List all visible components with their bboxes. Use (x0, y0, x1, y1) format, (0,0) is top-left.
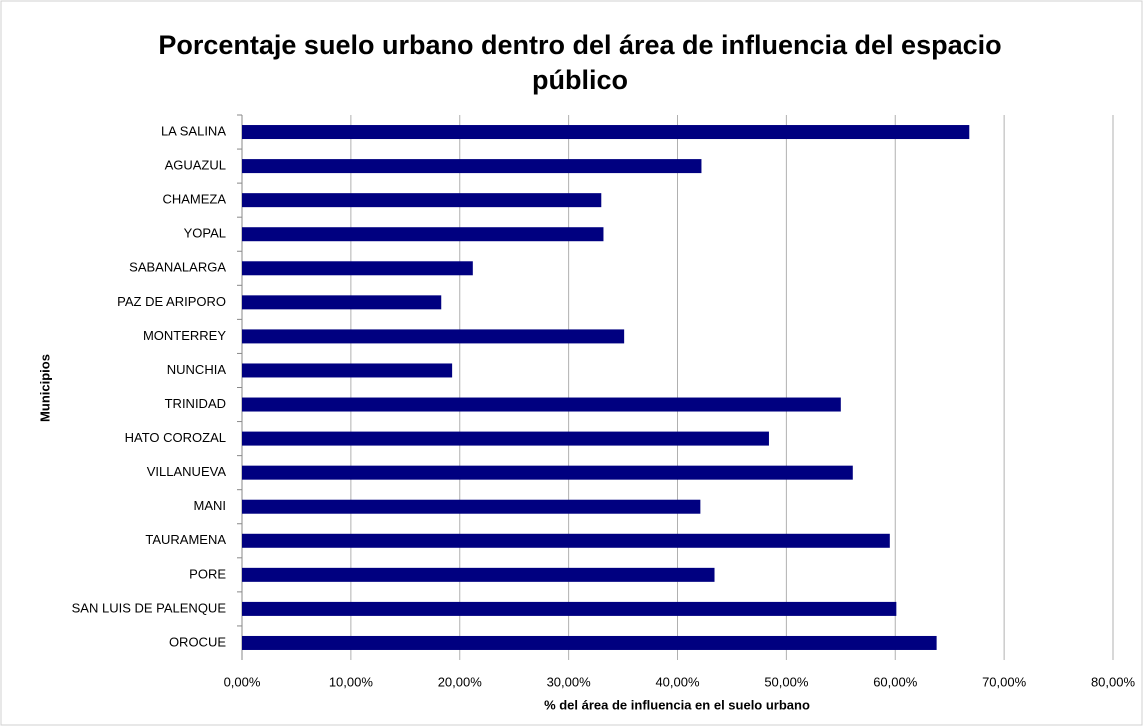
x-tick-label: 40,00% (655, 674, 700, 689)
y-tick-label: MONTERREY (143, 328, 226, 343)
bar (242, 261, 473, 276)
bar (242, 499, 701, 514)
bar (242, 125, 970, 140)
bar (242, 601, 897, 616)
bar (242, 635, 937, 650)
y-tick-label: PORE (189, 566, 226, 581)
y-tick-label: SAN LUIS DE PALENQUE (72, 600, 227, 615)
y-tick-label: LA SALINA (161, 123, 226, 138)
x-tick-label: 30,00% (547, 674, 592, 689)
y-tick-label: VILLANUEVA (147, 464, 227, 479)
y-tick-label: OROCUE (169, 634, 226, 649)
bar (242, 227, 604, 242)
x-tick-label: 20,00% (438, 674, 483, 689)
y-tick-label: MANI (194, 498, 227, 513)
bar (242, 397, 841, 412)
bar (242, 567, 715, 582)
y-tick-label: PAZ DE ARIPORO (117, 294, 226, 309)
x-tick-label: 0,00% (224, 674, 261, 689)
bar (242, 329, 625, 344)
y-tick-label: TAURAMENA (145, 532, 226, 547)
y-tick-label: CHAMEZA (162, 192, 226, 207)
x-tick-label: 70,00% (982, 674, 1027, 689)
y-tick-label: AGUAZUL (165, 158, 226, 173)
x-tick-label: 80,00% (1091, 674, 1136, 689)
y-axis-title: Municipios (37, 354, 52, 422)
bar (242, 465, 853, 480)
y-tick-label: YOPAL (184, 226, 226, 241)
x-tick-label: 60,00% (873, 674, 918, 689)
x-axis-title: % del área de influencia en el suelo urb… (544, 697, 810, 712)
bar (242, 431, 769, 446)
y-tick-label: SABANALARGA (129, 260, 226, 275)
y-tick-label: NUNCHIA (167, 362, 227, 377)
x-tick-label: 10,00% (329, 674, 374, 689)
chart-title: Porcentaje suelo urbano dentro del área … (158, 30, 1002, 95)
bar (242, 193, 602, 208)
x-tick-label: 50,00% (764, 674, 809, 689)
bar (242, 533, 890, 548)
bar (242, 295, 442, 310)
y-tick-label: HATO COROZAL (125, 430, 226, 445)
bar (242, 159, 702, 174)
bar (242, 363, 453, 378)
y-tick-label: TRINIDAD (165, 396, 226, 411)
